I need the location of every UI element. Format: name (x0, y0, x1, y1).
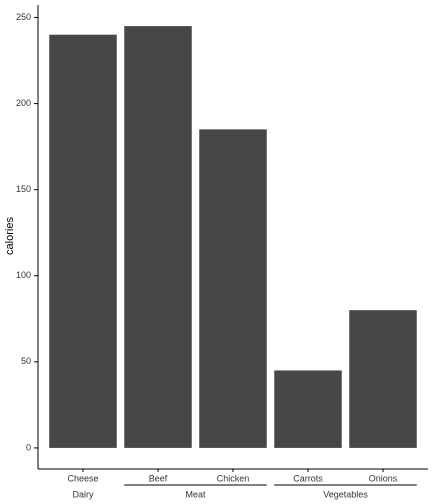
group-label: Vegetables (323, 489, 368, 499)
y-tick-label: 0 (26, 442, 31, 452)
x-tick-label: Carrots (293, 473, 323, 483)
y-tick-label: 50 (21, 356, 31, 366)
x-tick-label: Onions (369, 473, 398, 483)
y-tick-label: 250 (16, 12, 31, 22)
bar (199, 129, 267, 448)
x-tick-label: Beef (149, 473, 168, 483)
y-tick-label: 100 (16, 270, 31, 280)
group-label: Dairy (72, 489, 94, 499)
y-axis-label: calories (4, 217, 16, 255)
bar (349, 310, 417, 448)
bar (124, 26, 192, 448)
bar (49, 34, 117, 448)
y-tick-label: 150 (16, 184, 31, 194)
bar (274, 370, 342, 448)
x-tick-label: Chicken (217, 473, 250, 483)
y-tick-label: 200 (16, 98, 31, 108)
group-label: Meat (185, 489, 206, 499)
x-tick-label: Cheese (67, 473, 98, 483)
